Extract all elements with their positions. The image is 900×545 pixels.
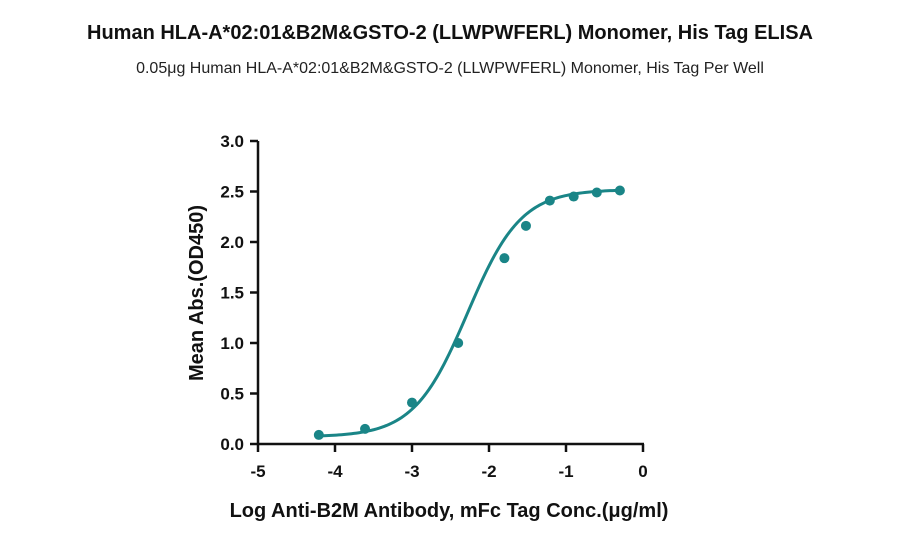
y-tick-label: 0.0 [220, 435, 244, 454]
chart-title: Human HLA-A*02:01&B2M&GSTO-2 (LLWPWFERL)… [87, 22, 813, 44]
x-ticks: -5 -4 -3 -2 -1 0 [250, 444, 648, 481]
y-tick-label: 2.0 [220, 233, 244, 252]
y-axis-title: Mean Abs.(OD450) [186, 205, 208, 381]
y-tick-label: 3.0 [220, 132, 244, 151]
data-point [614, 185, 625, 196]
x-tick-label: 0 [638, 462, 647, 481]
data-point [520, 220, 531, 231]
y-tick-label: 1.5 [220, 284, 244, 303]
x-tick-label: -1 [558, 462, 573, 481]
y-tick-label: 0.5 [220, 385, 244, 404]
data-point [453, 338, 464, 348]
y-tick-label: 2.5 [220, 183, 244, 202]
data-point [360, 423, 371, 434]
x-axis-title: Log Anti-B2M Antibody, mFc Tag Conc.(μg/… [230, 500, 669, 522]
x-tick-label: -4 [327, 462, 343, 481]
fit-curve [318, 188, 620, 438]
data-point [591, 187, 602, 198]
x-tick-label: -2 [481, 462, 496, 481]
y-ticks: 0.0 0.5 1.0 1.5 2.0 2.5 3.0 [220, 132, 258, 454]
axes [256, 141, 644, 446]
data-point [544, 195, 555, 206]
data-point [568, 191, 579, 202]
data-point [313, 429, 324, 440]
data-point [499, 253, 510, 264]
data-points [313, 185, 625, 440]
x-tick-label: -5 [250, 462, 265, 481]
y-tick-label: 1.0 [220, 334, 244, 353]
data-point [407, 397, 417, 408]
x-tick-label: -3 [404, 462, 419, 481]
chart-subtitle: 0.05μg Human HLA-A*02:01&B2M&GSTO-2 (LLW… [136, 60, 764, 77]
